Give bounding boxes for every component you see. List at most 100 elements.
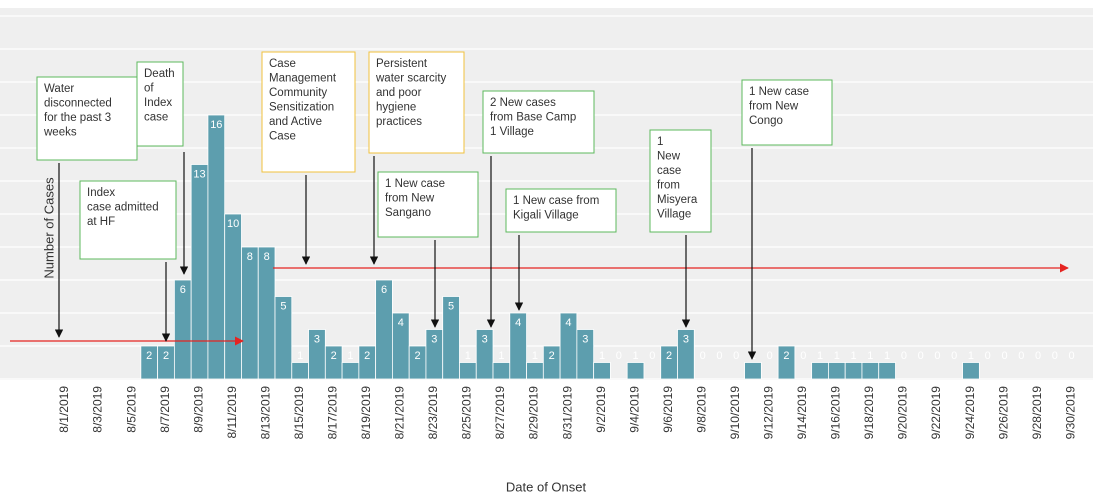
annotation-box — [36, 76, 138, 161]
data-label: 0 — [767, 350, 773, 362]
data-label: 0 — [901, 350, 907, 362]
x-tick-label: 9/12/2019 — [762, 386, 776, 440]
annotation-box — [377, 171, 479, 238]
annotation-text: hygiene — [376, 102, 416, 114]
annotation-text: Congo — [749, 115, 783, 127]
annotation-text: Community — [269, 87, 327, 99]
bar — [509, 312, 527, 380]
data-label: 2 — [331, 350, 337, 362]
x-tick-label: 8/19/2019 — [359, 386, 373, 440]
annotation-text: Village — [657, 209, 691, 221]
x-tick-label: 9/30/2019 — [1063, 386, 1077, 440]
bar — [962, 362, 980, 380]
bar — [844, 362, 863, 380]
annotation-text: Case — [269, 58, 296, 70]
annotation-text: at HF — [87, 216, 115, 228]
y-axis-label: Number of Cases — [41, 177, 56, 279]
annotation-text: disconnected — [44, 98, 112, 110]
bar — [526, 362, 544, 380]
annotation-text: Sensitization — [269, 102, 334, 114]
annotation-text: Index — [144, 97, 172, 109]
data-label: 0 — [1001, 350, 1007, 362]
x-tick-label: 8/21/2019 — [393, 386, 407, 440]
data-label: 10 — [227, 218, 239, 230]
annotation-text: from New — [385, 193, 435, 205]
data-label: 0 — [616, 350, 622, 362]
x-tick-label: 9/2/2019 — [594, 386, 608, 433]
x-tick-label: 9/26/2019 — [996, 386, 1010, 440]
annotation-box — [136, 61, 184, 147]
x-tick-label: 8/29/2019 — [527, 386, 541, 440]
data-label: 1 — [465, 350, 471, 362]
annotation-box — [482, 90, 595, 154]
data-label: 3 — [431, 333, 437, 345]
x-tick-label: 9/28/2019 — [1030, 386, 1044, 440]
data-label: 1 — [633, 350, 639, 362]
data-label: 3 — [683, 333, 689, 345]
data-label: 2 — [666, 350, 672, 362]
bar — [777, 345, 796, 380]
annotation-text: Case — [269, 131, 296, 143]
x-tick-label: 9/6/2019 — [661, 386, 675, 433]
x-tick-label: 8/1/2019 — [57, 386, 71, 433]
data-label: 0 — [1052, 350, 1058, 362]
bar — [241, 246, 259, 380]
x-tick-label: 9/4/2019 — [627, 386, 641, 433]
x-tick-label: 9/10/2019 — [728, 386, 742, 440]
annotation-text: from Base Camp — [490, 112, 576, 124]
annotation-box — [79, 180, 177, 260]
x-tick-label: 8/17/2019 — [325, 386, 339, 440]
data-label: 1 — [884, 350, 890, 362]
data-label: 8 — [247, 251, 253, 263]
annotation-text: case admitted — [87, 202, 159, 214]
data-label: 2 — [549, 350, 555, 362]
annotation-text: and poor — [376, 87, 422, 99]
data-label: 5 — [280, 300, 286, 312]
x-tick-label: 8/3/2019 — [91, 386, 105, 433]
annotation-text: Kigali Village — [513, 210, 579, 222]
annotation-box — [368, 51, 465, 154]
annotation-text: 1 New case from — [513, 195, 599, 207]
annotation-text: New — [657, 151, 681, 163]
data-label: 0 — [716, 350, 722, 362]
data-label: 1 — [817, 350, 823, 362]
annotation-text: from New — [749, 101, 799, 113]
annotation-text: Persistent — [376, 58, 428, 70]
annotation-text: practices — [376, 116, 422, 128]
annotation-box — [261, 51, 356, 173]
annotation-text: case — [144, 112, 168, 124]
annotation-text: 2 New cases — [490, 97, 556, 109]
annotation-text: Sangano — [385, 207, 431, 219]
data-label: 1 — [599, 350, 605, 362]
data-label: 0 — [1035, 350, 1041, 362]
bar — [593, 362, 611, 380]
x-tick-label: 9/16/2019 — [829, 386, 843, 440]
data-label: 0 — [1018, 350, 1024, 362]
data-label: 0 — [733, 350, 739, 362]
annotation-text: Management — [269, 73, 337, 85]
data-label: 0 — [951, 350, 957, 362]
annotation-text: for the past 3 — [44, 112, 111, 124]
data-label: 1 — [968, 350, 974, 362]
annotation-text: Death — [144, 68, 175, 80]
x-tick-label: 9/20/2019 — [896, 386, 910, 440]
annotation-box — [741, 79, 833, 146]
bar — [576, 329, 595, 380]
data-label: 1 — [851, 350, 857, 362]
data-label: 3 — [482, 333, 488, 345]
bar — [207, 114, 226, 380]
x-tick-label: 8/5/2019 — [124, 386, 138, 433]
annotation-text: from — [657, 180, 680, 192]
data-label: 2 — [783, 350, 789, 362]
bar — [190, 164, 209, 380]
x-tick-label: 8/7/2019 — [158, 386, 172, 433]
data-label: 5 — [448, 300, 454, 312]
data-label: 1 — [532, 350, 538, 362]
bar — [291, 362, 309, 380]
annotation-text: 1 New case — [385, 178, 445, 190]
x-tick-label: 8/31/2019 — [560, 386, 574, 440]
bar — [492, 362, 511, 380]
data-label: 1 — [867, 350, 873, 362]
bar — [828, 362, 846, 380]
